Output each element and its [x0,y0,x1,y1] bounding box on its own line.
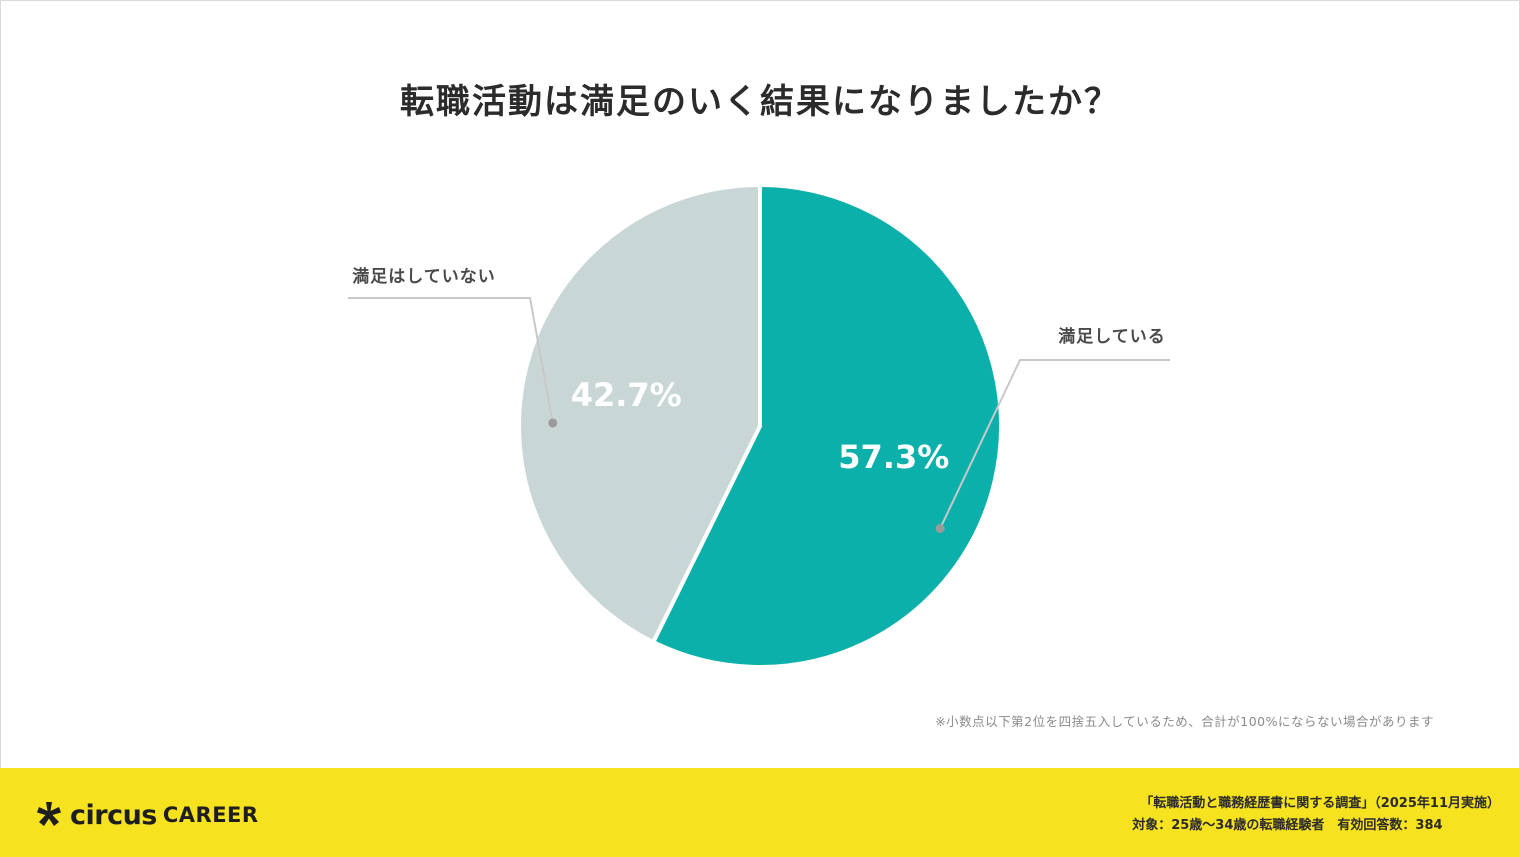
pie-labels: 57.3% 満足している 42.7% 満足はしていない [348,266,1170,534]
slice-category-label-2: 満足はしていない [352,266,496,287]
survey-target: 対象：25歳〜34歳の転職経験者 有効回答数：384 [1132,818,1443,833]
slice-category-label-1: 満足している [1058,326,1166,347]
logo-sub-text: CAREER [162,803,259,827]
pie-slices [517,183,1003,669]
asterisk-logo-icon [37,802,61,826]
chart-title: 転職活動は満足のいく結果になりましたか？ [400,82,1120,122]
survey-info: 「転職活動と職務経歴書に関する調査」（2025年11月実施） 対象：25歳〜34… [1132,793,1500,837]
logo-main-text: circus [70,799,157,831]
leader-line-1 [939,359,1170,529]
pie-slice-1 [651,183,1003,669]
leader-dot-2 [548,418,558,428]
footer-bar [0,768,1520,857]
survey-title: 「転職活動と職務経歴書に関する調査」（2025年11月実施） [1140,796,1500,811]
slice-value-label-1: 57.3% [838,438,949,476]
leader-line-2 [348,297,554,424]
pie-slice-2 [517,183,762,645]
rounding-note: ※小数点以下第2位を四捨五入しているため、合計が100%にならない場合があります [935,714,1434,729]
leader-dot-1 [935,524,945,534]
slice-value-label-2: 42.7% [571,376,682,414]
circus-career-logo: circus CAREER [32,798,259,832]
